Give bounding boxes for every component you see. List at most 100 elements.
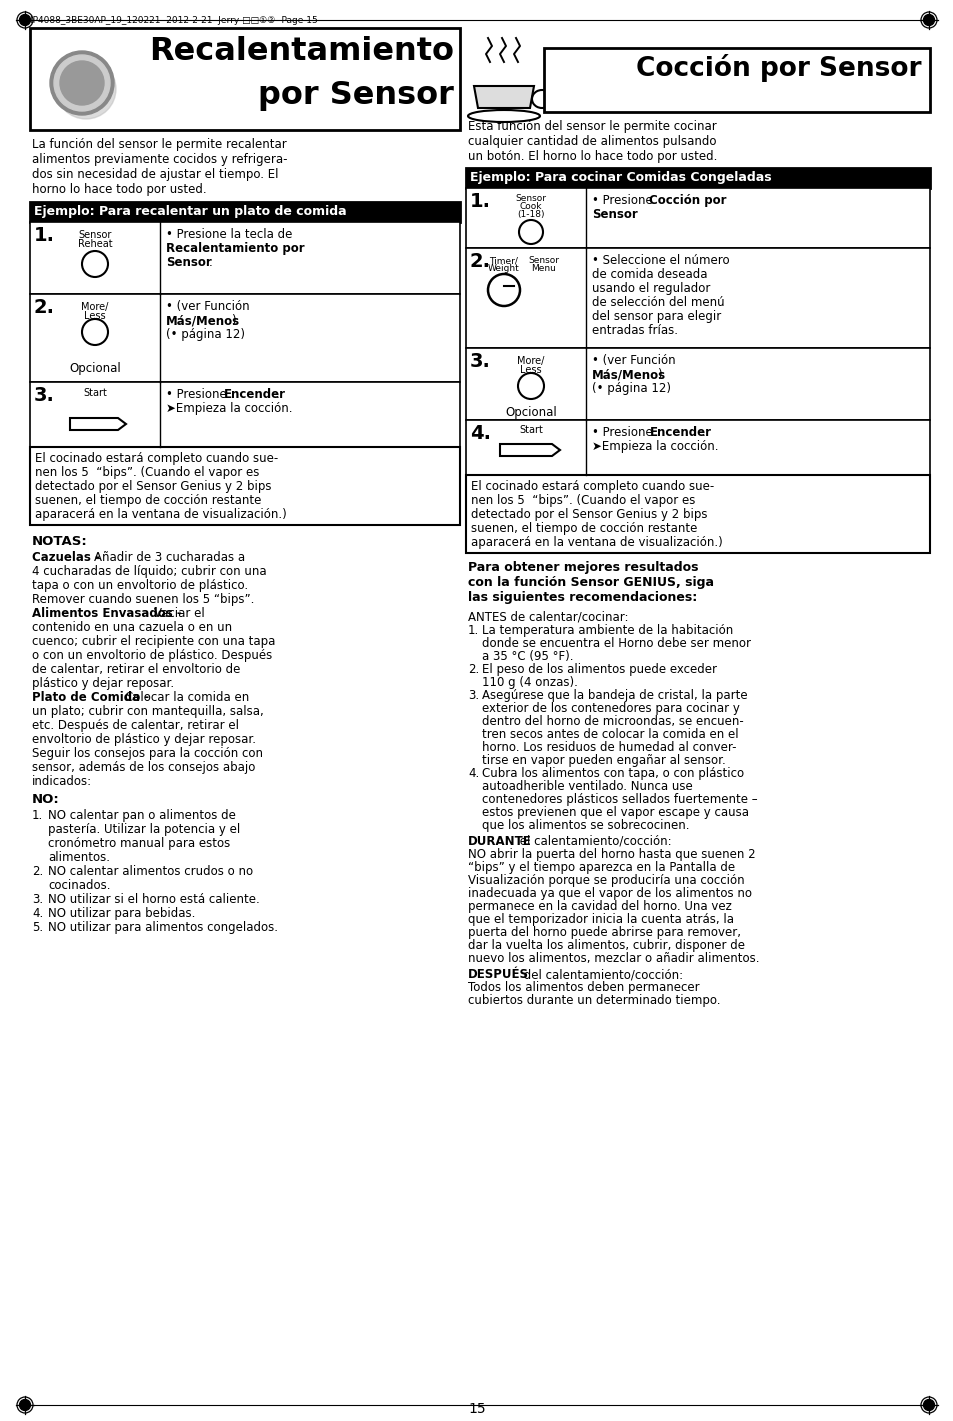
Text: • (ver Función: • (ver Función [166,300,250,313]
Text: aparacerá en la ventana de visualización.): aparacerá en la ventana de visualización… [471,536,722,549]
Text: Sensor: Sensor [592,207,638,222]
Text: cualquier cantidad de alimentos pulsando: cualquier cantidad de alimentos pulsando [468,135,716,148]
Text: DESPUÉS: DESPUÉS [468,968,529,980]
Text: donde se encuentra el Horno debe ser menor: donde se encuentra el Horno debe ser men… [481,637,750,649]
Text: autoadherible ventilado. Nunca use: autoadherible ventilado. Nunca use [481,780,692,793]
Text: 1.: 1. [34,226,55,244]
Text: • Seleccione el número: • Seleccione el número [592,254,729,267]
Text: .: . [701,426,705,439]
Text: Alimentos Envasados -: Alimentos Envasados - [32,607,186,620]
Text: por Sensor: por Sensor [258,80,454,111]
Text: NO abrir la puerta del horno hasta que suenen 2: NO abrir la puerta del horno hasta que s… [468,848,755,861]
Text: More/: More/ [517,357,544,367]
Text: Cocción por: Cocción por [648,195,726,207]
Text: Recalentamiento: Recalentamiento [149,36,454,67]
Text: dar la vuelta los alimentos, cubrir, disponer de: dar la vuelta los alimentos, cubrir, dis… [468,939,744,952]
Text: 110 g (4 onzas).: 110 g (4 onzas). [481,676,578,689]
Text: envoltorio de plástico y dejar reposar.: envoltorio de plástico y dejar reposar. [32,733,255,746]
Text: 2.: 2. [470,252,491,271]
Text: contenido en una cazuela o en un: contenido en una cazuela o en un [32,621,232,634]
Text: 4.: 4. [468,767,478,780]
Text: Opcional: Opcional [504,406,557,419]
Text: usando el regulador: usando el regulador [592,281,710,296]
Text: Start: Start [518,425,542,435]
Bar [30,382,459,448]
Text: exterior de los contenedores para cocinar y: exterior de los contenedores para cocina… [481,702,740,715]
Text: Cazuelas -: Cazuelas - [32,551,104,564]
Text: cuenco; cubrir el recipiente con una tapa: cuenco; cubrir el recipiente con una tap… [32,635,275,648]
Text: • Presione la tecla de: • Presione la tecla de [166,227,292,242]
Text: que los alimentos se sobrecocinen.: que los alimentos se sobrecocinen. [481,818,689,833]
Text: Weight: Weight [488,264,519,273]
Text: 1.: 1. [32,809,43,821]
Text: Ejemplo: Para recalentar un plato de comida: Ejemplo: Para recalentar un plato de com… [34,205,346,217]
Bar [465,421,929,475]
Text: nen los 5  “bips”. (Cuando el vapor es: nen los 5 “bips”. (Cuando el vapor es [35,466,259,479]
Text: 2.: 2. [32,865,43,878]
Bar [30,202,459,222]
Text: plástico y dejar reposar.: plástico y dejar reposar. [32,676,174,691]
Text: Plato de Comida -: Plato de Comida - [32,691,153,703]
Text: Recalentamiento por: Recalentamiento por [166,242,304,254]
Text: 2.: 2. [468,664,478,676]
Text: Todos los alimentos deben permanecer: Todos los alimentos deben permanecer [468,980,699,995]
Text: • (ver Función: • (ver Función [592,354,675,367]
Text: La temperatura ambiente de la habitación: La temperatura ambiente de la habitación [481,624,733,637]
Text: 4.: 4. [32,907,43,919]
Text: More/: More/ [81,303,109,313]
Text: detectado por el Sensor Genius y 2 bips: detectado por el Sensor Genius y 2 bips [35,480,272,493]
Text: permanece en la cavidad del horno. Una vez: permanece en la cavidad del horno. Una v… [468,899,731,914]
Text: El cocinado estará completo cuando sue-: El cocinado estará completo cuando sue- [471,480,714,493]
Text: Remover cuando suenen los 5 “bips”.: Remover cuando suenen los 5 “bips”. [32,593,254,605]
Bar [543,48,929,112]
Text: Añadir de 3 cucharadas a: Añadir de 3 cucharadas a [94,551,245,564]
Text: 1.: 1. [468,624,478,637]
Text: Más/Menos: Más/Menos [166,314,240,327]
Circle shape [60,61,104,105]
Text: cronómetro manual para estos: cronómetro manual para estos [48,837,230,850]
Text: Encender: Encender [649,426,711,439]
Text: NO:: NO: [32,793,60,806]
Text: tapa o con un envoltorio de plástico.: tapa o con un envoltorio de plástico. [32,578,248,593]
Circle shape [54,55,110,111]
Text: suenen, el tiempo de cocción restante: suenen, el tiempo de cocción restante [471,522,697,534]
Text: pastería. Utilizar la potencia y el: pastería. Utilizar la potencia y el [48,823,240,836]
Text: ➤Empieza la cocción.: ➤Empieza la cocción. [592,441,718,453]
Text: NO utilizar para bebidas.: NO utilizar para bebidas. [48,907,195,919]
Text: Más/Menos: Más/Menos [592,368,665,381]
Text: del calentamiento/cocción:: del calentamiento/cocción: [519,968,682,980]
Text: Encender: Encender [224,388,286,401]
Text: con la función Sensor GENIUS, siga: con la función Sensor GENIUS, siga [468,576,713,588]
PathPatch shape [70,418,126,431]
Text: Sensor: Sensor [528,256,558,264]
Text: Para obtener mejores resultados: Para obtener mejores resultados [468,561,698,574]
Text: La función del sensor le permite recalentar: La función del sensor le permite recalen… [32,138,287,151]
Text: .: . [275,388,279,401]
Text: horno. Los residuos de humedad al conver-: horno. Los residuos de humedad al conver… [481,740,736,755]
PathPatch shape [474,87,534,108]
Text: 3.: 3. [468,689,478,702]
Text: NO calentar pan o alimentos de: NO calentar pan o alimentos de [48,809,235,821]
Text: un botón. El horno lo hace todo por usted.: un botón. El horno lo hace todo por uste… [468,151,717,163]
Text: tirse en vapor pueden engañar al sensor.: tirse en vapor pueden engañar al sensor. [481,755,725,767]
Text: (• página 12): (• página 12) [592,382,670,395]
Text: 15: 15 [468,1403,485,1415]
Text: 3.: 3. [34,387,55,405]
Text: 1.: 1. [470,192,491,210]
Circle shape [56,60,116,119]
Bar [30,294,459,382]
Text: NO utilizar para alimentos congelados.: NO utilizar para alimentos congelados. [48,921,277,934]
Text: • Presione: • Presione [166,388,231,401]
Text: 5.: 5. [32,921,43,934]
Ellipse shape [468,109,539,122]
Text: • Presione: • Presione [592,426,656,439]
Text: cocinados.: cocinados. [48,880,111,892]
Text: Reheat: Reheat [77,239,112,249]
Text: sensor, además de los consejos abajo: sensor, además de los consejos abajo [32,762,255,774]
Text: Less: Less [519,365,541,375]
Text: NOTAS:: NOTAS: [32,534,88,549]
Text: contenedores plásticos sellados fuertemente –: contenedores plásticos sellados fuerteme… [481,793,757,806]
Text: ): ) [231,314,235,327]
Text: detectado por el Sensor Genius y 2 bips: detectado por el Sensor Genius y 2 bips [471,507,707,522]
Text: Ejemplo: Para cocinar Comidas Congeladas: Ejemplo: Para cocinar Comidas Congeladas [470,171,771,183]
